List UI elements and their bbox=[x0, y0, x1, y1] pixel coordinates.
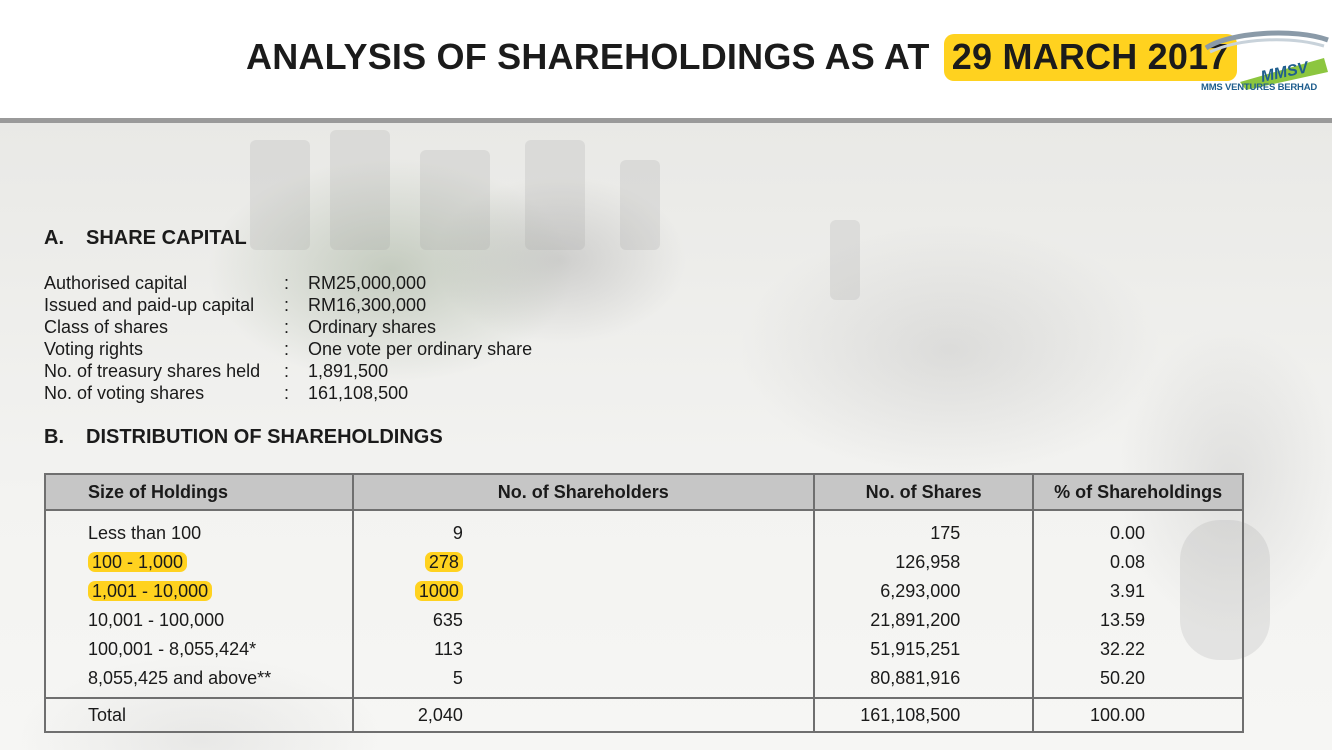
list-item: No. of treasury shares held:1,891,500 bbox=[44, 361, 389, 381]
table-row: 8,055,425 and above** 5 80,881,916 50.20 bbox=[44, 664, 1244, 698]
column-header-holders: No. of Shareholders bbox=[351, 473, 815, 511]
column-header-size: Size of Holdings bbox=[44, 473, 354, 511]
page-header: ANALYSIS OF SHAREHOLDINGS AS AT 29 MARCH… bbox=[0, 0, 1332, 123]
share-capital-list: Authorised capital: RM25,000,000 Issued a… bbox=[44, 272, 532, 404]
list-item: Class of shares: Ordinary shares bbox=[44, 317, 437, 337]
logo-caption: MMS VENTURES BERHAD bbox=[1201, 82, 1318, 93]
highlighted-holders: 1000 bbox=[414, 581, 463, 601]
table-row: 10,001 - 100,000 635 21,891,200 13.59 bbox=[44, 606, 1244, 635]
table-row: Less than 100 9 175 0.00 bbox=[44, 510, 1244, 548]
table-row: 100 - 1,000 278 126,958 0.08 bbox=[44, 548, 1244, 577]
page-title: ANALYSIS OF SHAREHOLDINGS AS AT 29 MARCH… bbox=[246, 34, 1237, 81]
section-b-heading: B. DISTRIBUTION OF SHAREHOLDINGS bbox=[44, 426, 443, 448]
title-date-highlight: 29 MARCH 2017 bbox=[943, 34, 1237, 81]
table-header-row: Size of Holdings No. of Shareholders No.… bbox=[44, 473, 1244, 511]
list-item: Authorised capital: RM25,000,000 bbox=[44, 273, 427, 293]
highlighted-size: 100 - 1,000 bbox=[88, 552, 188, 572]
table-row: 100,001 - 8,055,424* 113 51,915,251 32.2… bbox=[44, 635, 1244, 664]
list-item: No. of voting shares:161,108,500 bbox=[44, 383, 409, 403]
list-item: Issued and paid-up capital: RM16,300,000 bbox=[44, 295, 427, 315]
table-total-row: Total 2,040 161,108,500 100.00 bbox=[44, 697, 1244, 733]
highlighted-size: 1,001 - 10,000 bbox=[88, 581, 213, 601]
company-logo: MMSV bbox=[1204, 30, 1329, 90]
column-header-shares: No. of Shares bbox=[812, 473, 1035, 511]
title-prefix: ANALYSIS OF SHAREHOLDINGS AS AT bbox=[246, 36, 930, 77]
column-header-pct: % of Shareholdings bbox=[1032, 473, 1244, 511]
table-row: 1,001 - 10,000 1000 6,293,000 3.91 bbox=[44, 577, 1244, 606]
list-item: Voting rights: One vote per ordinary shar… bbox=[44, 339, 533, 359]
distribution-table: Size of Holdings No. of Shareholders No.… bbox=[44, 473, 1244, 733]
section-a-heading: A. SHARE CAPITAL bbox=[44, 227, 247, 249]
highlighted-holders: 278 bbox=[424, 552, 463, 572]
